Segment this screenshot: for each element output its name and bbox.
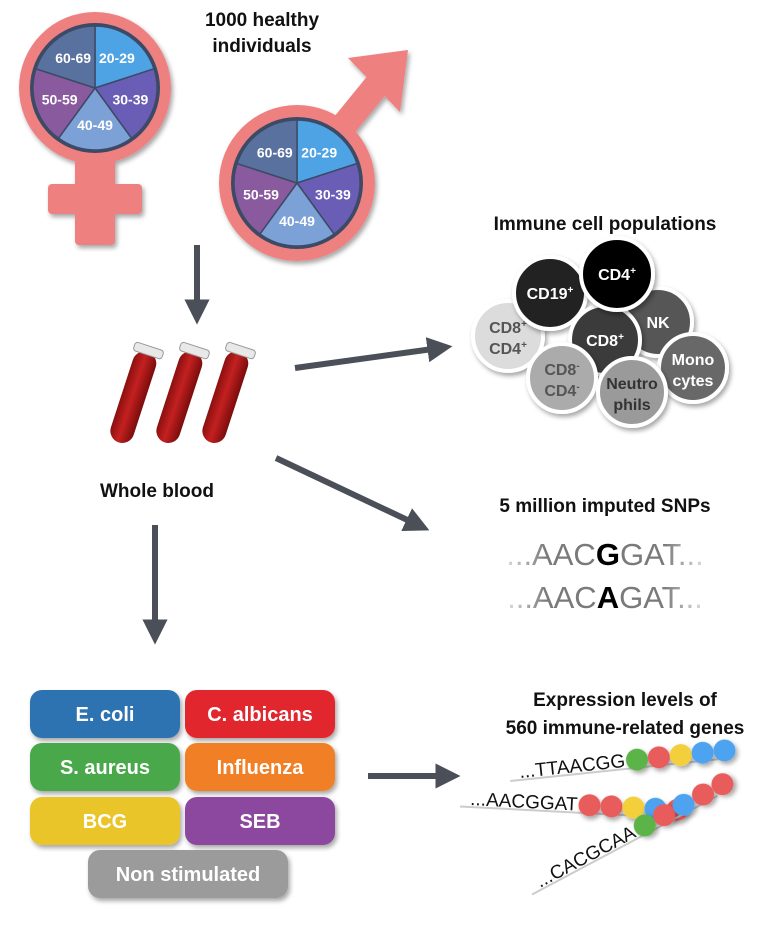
- cell-label: Mono: [672, 352, 715, 369]
- female-age-pie: 20-29 30-39 40-49 50-59 60-69: [30, 23, 160, 153]
- pie-slice-30-39: [295, 162, 361, 236]
- age-label: 60-69: [257, 144, 293, 160]
- snp-seq2-prefix: ...AAC: [507, 580, 597, 615]
- stimulus-seb: SEB: [185, 797, 335, 845]
- cell-label: CD8-: [544, 361, 579, 379]
- expression-bead: [691, 741, 714, 764]
- cell-label: CD4+: [489, 340, 527, 358]
- pie-slice-50-59: [32, 67, 97, 140]
- expression-bead: [653, 804, 676, 827]
- stimulus-label: E. coli: [76, 704, 135, 726]
- expression-bead: [713, 739, 736, 762]
- expression-bead: [600, 795, 623, 818]
- pie-slice-40-49: [258, 181, 336, 247]
- cell-cd4: CD4+: [579, 236, 655, 312]
- stimulus-label: SEB: [239, 811, 280, 833]
- stimulus-s-aureus: S. aureus: [30, 743, 180, 791]
- age-label: 40-49: [279, 213, 315, 229]
- expression-bead: [625, 748, 648, 771]
- cell-label: phils: [613, 397, 650, 414]
- pie-slice-40-49: [57, 86, 133, 151]
- stimulus-label: BCG: [83, 811, 127, 833]
- snps-title: 5 million imputed SNPs: [499, 496, 710, 517]
- snp-seq2-allele: A: [597, 580, 619, 615]
- stimulus-non-stimulated: Non stimulated: [88, 850, 288, 898]
- snp-seq1-suffix: GAT...: [620, 537, 704, 572]
- stimulus-label: Influenza: [217, 757, 305, 779]
- expression-strands: ...TTAACGG ...AACGGAT ...CACGCAA: [459, 739, 736, 896]
- age-label: 30-39: [315, 187, 351, 203]
- arrow-to-cells: [294, 337, 453, 371]
- gene-strand: ...TTAACGG: [510, 739, 736, 783]
- cell-label: CD4-: [544, 382, 579, 400]
- immune-cell-cluster: CD8+CD4+NKCD19+CD8+CD4+MonocytesCD8-CD4-…: [471, 236, 729, 428]
- cell-label: cytes: [673, 373, 714, 390]
- expression-bead: [692, 783, 715, 806]
- snp-sequence-1: ...AACGGAT...: [506, 537, 704, 572]
- whole-blood-label: Whole blood: [100, 481, 214, 502]
- snp-sequence-2: ...AACAGAT...: [507, 580, 703, 615]
- blood-tubes-icon: [110, 341, 256, 443]
- stimulus-label: S. aureus: [60, 757, 150, 779]
- stimuli-grid: E. coli C. albicans S. aureus Influenza BCG S…: [30, 690, 335, 898]
- age-label: 20-29: [99, 50, 135, 66]
- age-label: 60-69: [55, 50, 91, 66]
- pie-slice-50-59: [233, 162, 299, 236]
- stimulus-bcg: BCG: [30, 797, 180, 845]
- cohort-title-line2: individuals: [212, 36, 311, 57]
- snp-seq1-prefix: ...AAC: [506, 537, 596, 572]
- cell-label: CD8+: [489, 319, 527, 337]
- immune-title: Immune cell populations: [494, 214, 717, 235]
- cell-label: CD19+: [527, 285, 574, 303]
- gene-sequence: ...TTAACGG: [518, 751, 626, 783]
- cell-neutrophils: Neutro phils: [596, 356, 668, 428]
- arrow-to-snps: [274, 455, 430, 532]
- pie-slice-60-69: [35, 25, 96, 90]
- stimulus-label: C. albicans: [207, 704, 313, 726]
- cell-label: Neutro: [606, 376, 658, 393]
- age-label: 50-59: [42, 91, 78, 107]
- age-label: 30-39: [112, 91, 148, 107]
- gene-strand: ...CACGCAA: [531, 773, 734, 896]
- cell-label: NK: [646, 315, 670, 332]
- expression-bead: [633, 814, 656, 837]
- cell-label: CD4+: [598, 266, 636, 284]
- gene-sequence: ...CACGCAA: [532, 822, 639, 892]
- cell-cd19: CD19+: [512, 255, 588, 331]
- age-label: 20-29: [301, 144, 337, 160]
- stimulus-influenza: Influenza: [185, 743, 335, 791]
- cell-label: CD8+: [586, 332, 624, 350]
- expression-bead: [672, 793, 695, 816]
- expression-bead: [622, 796, 645, 819]
- cell-monocytes: Mono cytes: [657, 332, 729, 404]
- snp-seq2-suffix: GAT...: [619, 580, 703, 615]
- expression-title-line1: Expression levels of: [533, 690, 717, 711]
- snp-seq1-allele: G: [596, 537, 620, 572]
- pie-slice-30-39: [93, 67, 158, 140]
- expression-bead: [578, 794, 601, 817]
- pie-slice-60-69: [236, 119, 298, 185]
- expression-title-line2: 560 immune-related genes: [506, 718, 745, 739]
- cell-cd8cd4: CD8- CD4-: [526, 342, 598, 414]
- pie-slice-20-29: [296, 119, 358, 185]
- stimulus-label: Non stimulated: [116, 864, 260, 886]
- expression-bead: [711, 773, 734, 796]
- gene-sequence: ...AACGGAT: [470, 789, 579, 816]
- expression-bead: [647, 746, 670, 769]
- pie-slice-20-29: [94, 25, 155, 90]
- stimulus-e-coli: E. coli: [30, 690, 180, 738]
- expression-bead: [669, 744, 692, 767]
- stimulus-c-albicans: C. albicans: [185, 690, 335, 738]
- age-label: 50-59: [243, 187, 279, 203]
- cohort-title-line1: 1000 healthy: [205, 10, 319, 31]
- age-label: 40-49: [77, 117, 113, 133]
